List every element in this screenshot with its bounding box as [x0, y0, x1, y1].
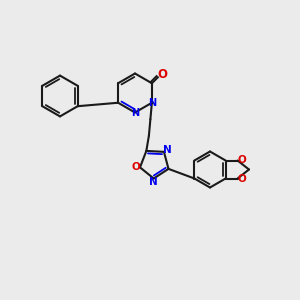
Text: O: O	[131, 162, 140, 172]
Text: N: N	[149, 177, 158, 187]
Text: N: N	[148, 98, 157, 108]
Text: O: O	[237, 155, 246, 165]
Text: N: N	[131, 107, 139, 118]
Text: O: O	[237, 174, 246, 184]
Text: N: N	[163, 145, 172, 155]
Text: O: O	[157, 68, 167, 81]
